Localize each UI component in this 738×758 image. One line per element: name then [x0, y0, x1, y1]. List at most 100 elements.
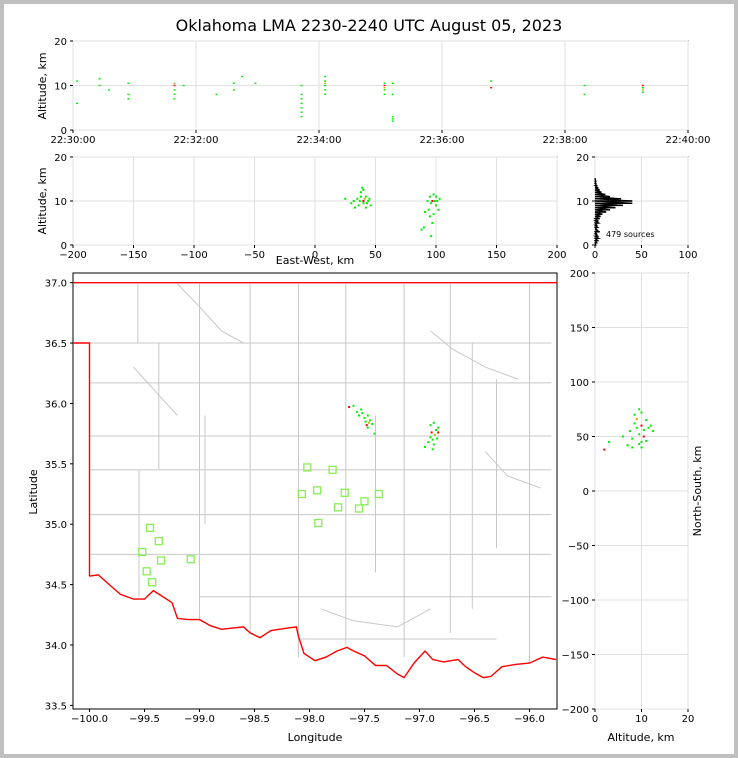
east-west-source	[364, 206, 367, 209]
altitude-tick-label: 20	[54, 37, 67, 48]
lightning-source	[429, 424, 432, 427]
east-west-source	[366, 202, 369, 205]
east-west-source	[361, 186, 364, 189]
time-height-source	[324, 82, 327, 84]
altitude-histogram-panel: 0 50 100 0 10 20 479 sources	[576, 153, 697, 261]
map-ylabel: Latitude	[27, 469, 40, 515]
north-south-source	[626, 444, 629, 447]
east-west-source	[431, 200, 434, 202]
time-height-source	[127, 98, 130, 100]
north-south-source	[638, 443, 641, 446]
lightning-source	[348, 406, 351, 409]
north-south-source	[640, 440, 643, 443]
time-height-source	[490, 87, 493, 89]
east-west-source	[357, 204, 360, 207]
lightning-source	[436, 437, 439, 440]
time-height-source	[300, 84, 303, 87]
county-boundary	[430, 330, 519, 380]
lma-station-marker	[297, 489, 306, 499]
east-west-tick-label: −50	[244, 250, 265, 261]
time-height-source	[641, 87, 644, 89]
longitude-tick-label: −99.5	[129, 714, 160, 725]
north-south-source	[638, 408, 641, 411]
lma-station-marker	[303, 463, 312, 472]
time-height-source	[583, 93, 586, 96]
time-height-source	[173, 84, 176, 87]
north-south-source	[628, 430, 631, 433]
altitude-tick-label: 0	[61, 126, 67, 137]
east-west-source	[433, 200, 436, 202]
longitude-tick-label: −97.0	[404, 714, 435, 725]
north-south-tick-label: −100	[562, 596, 589, 607]
time-height-source	[241, 75, 244, 78]
time-height-source	[300, 115, 303, 118]
time-height-source	[324, 89, 327, 91]
histogram-tick-label: 20	[576, 153, 589, 164]
altitude-tick-label: 0	[61, 241, 67, 252]
altitude-tick-label: 20	[682, 714, 695, 725]
north-south-tick-label: −200	[562, 705, 589, 716]
time-height-source	[98, 84, 101, 87]
north-south-ylabel: North-South, km	[691, 446, 704, 537]
lma-station-marker	[360, 497, 369, 506]
lightning-source	[352, 404, 355, 407]
histogram-tick-label: 0	[592, 250, 598, 261]
longitude-tick-label: −100.0	[71, 714, 108, 725]
histogram-source-count: 479 sources	[606, 230, 655, 239]
time-height-source	[324, 93, 327, 96]
lma-station-marker	[148, 578, 157, 587]
map-xlabel: Longitude	[288, 731, 343, 744]
east-west-source	[422, 226, 425, 229]
lma-station-marker	[328, 465, 337, 475]
altitude-north-south-panel: 0 10 20 −200 −150 −100 −50 0 50 100 150 200 Altitud…	[562, 269, 704, 744]
time-height-source	[127, 93, 130, 96]
histogram-tick-label: 10	[576, 197, 589, 208]
time-tick-label: 22:30:00	[51, 135, 96, 146]
north-south-source	[607, 440, 610, 443]
altitude-tick-label: 10	[635, 714, 648, 725]
east-west-source	[358, 200, 361, 202]
east-west-source	[356, 197, 359, 200]
time-height-source	[300, 98, 303, 100]
county-boundary	[485, 451, 541, 489]
lightning-source	[367, 421, 370, 424]
lightning-source	[366, 426, 369, 429]
east-west-source	[430, 235, 433, 238]
lightning-source	[432, 421, 435, 424]
time-height-source	[300, 93, 303, 96]
state-border-red-river	[89, 574, 557, 679]
lma-station-marker	[333, 503, 343, 512]
lma-station-marker	[138, 547, 147, 557]
east-west-tick-label: 200	[547, 250, 566, 261]
histogram-tick-label: 100	[678, 250, 697, 261]
figure-title: Oklahoma LMA 2230-2240 UTC August 05, 20…	[175, 16, 563, 35]
lma-station-marker	[314, 518, 323, 528]
time-tick-label: 22:34:00	[297, 135, 342, 146]
time-height-source	[383, 93, 386, 96]
altitude-tick-label: 10	[54, 82, 67, 93]
map-plot-area	[72, 272, 558, 710]
time-height-source	[173, 98, 176, 100]
east-west-source	[432, 193, 435, 196]
north-south-source	[645, 439, 648, 442]
east-west-source	[350, 202, 353, 205]
lma-station-marker	[156, 556, 166, 565]
east-west-source	[435, 204, 437, 207]
lightning-source	[366, 414, 369, 417]
time-height-source	[76, 80, 79, 82]
time-height-panel: 22:30:00 22:32:00 22:34:00 22:36:00 22:38:00…	[36, 37, 710, 146]
lightning-source	[429, 436, 432, 439]
east-west-source	[438, 197, 441, 200]
east-west-source	[367, 200, 370, 202]
north-south-source	[640, 424, 643, 427]
north-south-source	[640, 446, 643, 449]
time-height-source	[391, 118, 394, 120]
east-west-tick-label: 150	[487, 250, 506, 261]
time-height-source	[173, 89, 176, 91]
latitude-tick-label: 36.0	[45, 399, 67, 410]
lma-station-marker	[142, 567, 151, 576]
east-west-source	[368, 197, 371, 200]
north-south-source	[638, 433, 641, 436]
time-height-source	[391, 120, 394, 122]
